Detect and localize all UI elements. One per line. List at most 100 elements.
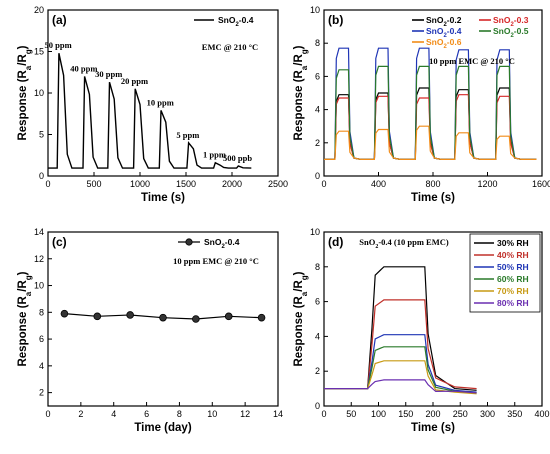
concentration-label: 40 ppm [70, 63, 97, 73]
condition-annotation: 10 ppm EMC @ 210 °C [173, 256, 259, 266]
x-axis-label: Time (day) [134, 422, 191, 434]
legend-entry: SnO2-0.6 [426, 37, 462, 50]
x-axis-label: Time (s) [411, 422, 455, 434]
y-tick-label: 0 [315, 401, 320, 411]
legend: SnO2-0.2 SnO2-0.3 SnO2-0.4 SnO2-0.5 SnO2-0.6 [412, 15, 529, 50]
series-line [324, 334, 477, 393]
y-tick-label: 8 [315, 262, 320, 272]
x-axis-label: Time (s) [141, 192, 185, 204]
legend-entry: SnO2-0.4 [218, 15, 254, 28]
y-tick-label: 10 [310, 227, 320, 237]
legend-entry: 40% RH [497, 250, 529, 260]
y-axis-label: Response (Ra/Rg) [17, 45, 33, 140]
legend-entry: 50% RH [497, 262, 529, 272]
x-tick-label: 6 [144, 409, 149, 419]
y-tick-label: 12 [34, 254, 44, 264]
panel-c: 0 2 4 6 8 10 12 14 2 4 6 8 10 12 14 Time (day) Response … [17, 227, 283, 434]
x-tick-label: 250 [453, 409, 468, 419]
panel-b: 0 400 800 1200 1600 0 2 4 6 8 10 Time (s) Response (… [293, 5, 550, 204]
data-point [224, 312, 233, 321]
x-tick-label: 400 [534, 409, 549, 419]
x-tick-label: 300 [480, 409, 495, 419]
legend-box [469, 233, 541, 313]
x-tick-label: 350 [507, 409, 522, 419]
y-tick-label: 2 [39, 388, 44, 398]
legend-entry: SnO2-0.2 [426, 15, 462, 28]
data-point [192, 315, 200, 323]
data-point [60, 309, 69, 318]
x-tick-label: 1500 [176, 179, 196, 189]
x-tick-label: 8 [177, 409, 182, 419]
y-tick-label: 6 [315, 297, 320, 307]
data-point [126, 311, 134, 319]
legend-entry: 30% RH [497, 238, 529, 248]
concentration-label: 20 ppm [121, 76, 148, 86]
series-line-sno2-0.4 [48, 53, 252, 169]
legend: SnO2-0.4 [178, 237, 240, 250]
concentration-label: 500 ppb [223, 153, 252, 163]
y-axis-label: Response (Ra/Rg) [293, 45, 309, 140]
condition-annotation: EMC @ 210 °C [202, 42, 258, 52]
legend-entry: SnO2-0.4 [426, 26, 462, 39]
x-tick-label: 2500 [268, 179, 288, 189]
series-line [324, 346, 477, 394]
y-axis-label: Response (Ra/Rg) [293, 271, 309, 366]
plot-frame [47, 231, 279, 407]
legend-entry: 80% RH [497, 298, 529, 308]
x-tick-label: 0 [45, 179, 50, 189]
x-tick-label: 1600 [532, 179, 550, 189]
y-tick-label: 0 [315, 171, 320, 181]
y-tick-label: 0 [39, 171, 44, 181]
panel-d: 0 50 100 150 200 250 300 350 400 0 2 4 6 8 10 Time (s) R… [293, 227, 550, 434]
x-tick-label: 50 [346, 409, 356, 419]
condition-annotation: SnO2-0.4 (10 ppm EMC) [359, 237, 449, 250]
concentration-label: 5 ppm [176, 130, 199, 140]
plot-frame [47, 9, 279, 177]
legend-entry: 70% RH [497, 286, 529, 296]
y-tick-label: 8 [315, 38, 320, 48]
x-tick-label: 400 [371, 179, 386, 189]
legend-entry: SnO2-0.4 [204, 237, 240, 250]
series-line [324, 266, 477, 391]
panel-label: (c) [52, 235, 67, 249]
data-point [257, 313, 266, 322]
concentration-label: 10 ppm [147, 97, 174, 107]
panel-label: (a) [52, 13, 67, 27]
concentration-label: 1 ppm [203, 150, 226, 160]
concentration-label: 50 ppm [45, 40, 72, 50]
series-line [324, 379, 477, 394]
y-tick-label: 4 [39, 361, 44, 371]
panel-label: (b) [328, 13, 343, 27]
y-tick-label: 4 [315, 105, 320, 115]
legend-entry: SnO2-0.3 [493, 15, 529, 28]
series-line [324, 125, 537, 160]
panel-label: (d) [328, 235, 343, 249]
x-tick-label: 4 [111, 409, 116, 419]
x-tick-label: 14 [273, 409, 283, 419]
y-tick-label: 6 [39, 334, 44, 344]
legend-entry: 60% RH [497, 274, 529, 284]
condition-annotation: 10 ppm EMC @ 210 °C [429, 56, 515, 66]
y-tick-label: 4 [315, 331, 320, 341]
x-tick-label: 12 [240, 409, 250, 419]
x-tick-label: 2 [78, 409, 83, 419]
legend-marker [185, 238, 193, 246]
y-tick-label: 20 [34, 5, 44, 15]
y-tick-label: 2 [315, 366, 320, 376]
y-tick-label: 2 [315, 138, 320, 148]
x-tick-label: 10 [207, 409, 217, 419]
x-tick-label: 0 [45, 409, 50, 419]
panel-a: 0 500 1000 1500 2000 2500 0 5 10 15 20 Time (s) Resp… [17, 5, 288, 204]
x-tick-label: 1200 [477, 179, 497, 189]
y-tick-label: 10 [34, 281, 44, 291]
data-point [93, 312, 102, 321]
x-tick-label: 800 [425, 179, 440, 189]
y-tick-label: 14 [34, 227, 44, 237]
legend: 30% RH 40% RH 50% RH 60% RH 70% RH 80% RH [469, 233, 541, 313]
data-point [159, 313, 167, 322]
x-tick-label: 200 [425, 409, 440, 419]
y-tick-label: 10 [310, 5, 320, 15]
x-tick-label: 500 [86, 179, 101, 189]
x-tick-label: 2000 [222, 179, 242, 189]
series-line [324, 299, 477, 390]
